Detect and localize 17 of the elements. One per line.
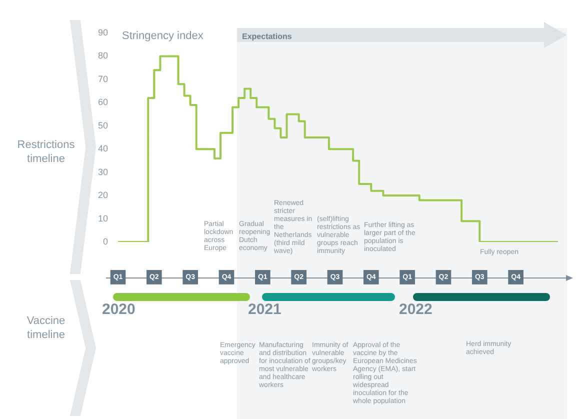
y-tick-label: 90 [98,27,108,38]
y-tick-label: 80 [98,50,108,61]
y-tick-label: 10 [98,213,108,224]
y-tick-label: 40 [98,144,108,154]
y-tick-label: 60 [98,97,108,108]
y-tick-label: 70 [98,74,108,84]
text: Vaccine timeline [26,314,66,342]
text: 2021 [248,301,282,318]
annotation: Expectations [242,32,293,42]
y-tick-label: 30 [98,166,108,177]
text: 2022 [399,301,434,318]
y-tick-label: 50 [98,120,108,130]
text: 2020 [102,301,136,318]
chart-title: Stringency index [122,30,204,42]
y-tick-label: 0 [102,236,108,246]
y-tick-label: 20 [98,190,108,200]
text: Restrictions timeline [16,138,76,166]
